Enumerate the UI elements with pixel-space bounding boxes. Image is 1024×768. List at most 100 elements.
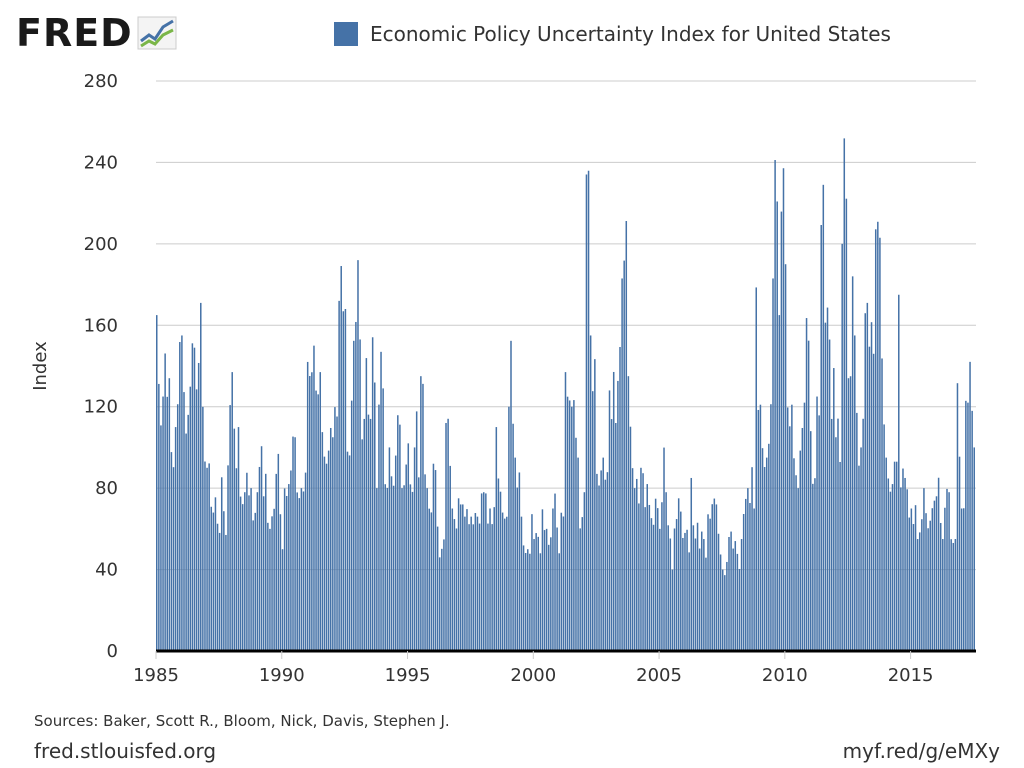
bar bbox=[378, 404, 380, 651]
bar bbox=[969, 361, 971, 651]
bar bbox=[388, 447, 391, 651]
bar bbox=[350, 400, 353, 651]
bar bbox=[206, 467, 208, 651]
bar bbox=[933, 500, 936, 651]
bar bbox=[476, 516, 479, 651]
bar bbox=[367, 414, 370, 651]
bar bbox=[204, 461, 206, 651]
y-tick-label-80: 80 bbox=[95, 478, 118, 499]
bar bbox=[541, 509, 544, 651]
bar bbox=[443, 539, 445, 651]
bar bbox=[734, 541, 737, 651]
bar bbox=[864, 313, 866, 651]
bar bbox=[610, 419, 613, 651]
bar bbox=[294, 437, 296, 651]
bar bbox=[617, 380, 619, 651]
bar bbox=[700, 531, 703, 651]
fred-logo[interactable]: FRED bbox=[16, 14, 177, 52]
bar bbox=[774, 160, 776, 651]
bar bbox=[914, 505, 917, 651]
bar bbox=[195, 389, 198, 651]
bar bbox=[805, 318, 808, 651]
bar bbox=[424, 474, 426, 651]
bar bbox=[246, 472, 248, 651]
fred-site-link[interactable]: fred.stlouisfed.org bbox=[34, 739, 217, 763]
bar bbox=[158, 383, 160, 651]
bar bbox=[954, 539, 957, 651]
bar bbox=[241, 504, 244, 651]
short-url-link[interactable]: myf.red/g/eMXy bbox=[842, 739, 1000, 763]
bar bbox=[332, 437, 334, 651]
bar bbox=[212, 512, 215, 651]
bar bbox=[692, 525, 695, 651]
bar bbox=[166, 396, 168, 651]
bar bbox=[799, 450, 802, 651]
bar bbox=[923, 488, 925, 651]
bar bbox=[506, 516, 508, 651]
bar bbox=[887, 478, 890, 651]
bar bbox=[927, 528, 929, 651]
bar bbox=[686, 529, 688, 651]
bar bbox=[902, 468, 904, 651]
bar bbox=[822, 184, 825, 651]
x-tick-label-2000: 2000 bbox=[510, 665, 556, 686]
bar bbox=[916, 539, 919, 651]
bar bbox=[818, 415, 820, 651]
bar bbox=[619, 347, 621, 651]
bar bbox=[677, 498, 680, 651]
bar bbox=[782, 168, 785, 652]
bar bbox=[267, 522, 269, 651]
bar bbox=[327, 450, 330, 651]
bar bbox=[711, 504, 713, 651]
bar bbox=[298, 498, 301, 651]
bar bbox=[176, 404, 179, 651]
bar bbox=[382, 388, 384, 651]
bar bbox=[361, 439, 363, 651]
bar bbox=[438, 557, 441, 651]
bar bbox=[189, 386, 192, 651]
bar bbox=[900, 487, 902, 651]
bar bbox=[696, 522, 699, 651]
bar bbox=[317, 394, 319, 651]
bar bbox=[803, 402, 806, 651]
bar bbox=[340, 266, 342, 651]
x-tick-label-1985: 1985 bbox=[133, 665, 179, 686]
bar bbox=[891, 484, 894, 651]
bar bbox=[193, 347, 196, 651]
bar bbox=[390, 476, 393, 651]
bar bbox=[239, 496, 242, 651]
bar bbox=[353, 340, 355, 651]
bar bbox=[537, 536, 539, 651]
bar bbox=[336, 416, 338, 651]
bar bbox=[422, 383, 424, 651]
bar bbox=[780, 211, 783, 651]
bar bbox=[931, 508, 934, 651]
bar bbox=[187, 414, 189, 651]
bar bbox=[585, 174, 588, 652]
bar bbox=[728, 537, 730, 651]
bar bbox=[682, 537, 684, 651]
bar bbox=[715, 504, 718, 651]
bar bbox=[713, 498, 716, 651]
bar bbox=[942, 539, 944, 651]
bar bbox=[338, 300, 340, 651]
bar bbox=[583, 492, 586, 651]
bar bbox=[290, 470, 292, 651]
bar bbox=[306, 361, 309, 651]
bar bbox=[631, 468, 634, 651]
bar bbox=[179, 342, 181, 651]
bar bbox=[967, 402, 969, 651]
bar bbox=[554, 493, 556, 651]
bar bbox=[625, 221, 628, 651]
bar bbox=[485, 493, 487, 651]
bar bbox=[763, 467, 766, 651]
bar bbox=[824, 322, 827, 651]
bar bbox=[963, 508, 965, 651]
bar bbox=[451, 508, 454, 651]
bar bbox=[935, 496, 938, 651]
bar bbox=[665, 492, 667, 651]
bar bbox=[279, 514, 282, 651]
bar bbox=[543, 530, 546, 651]
bar bbox=[770, 404, 772, 651]
bar bbox=[717, 533, 720, 651]
